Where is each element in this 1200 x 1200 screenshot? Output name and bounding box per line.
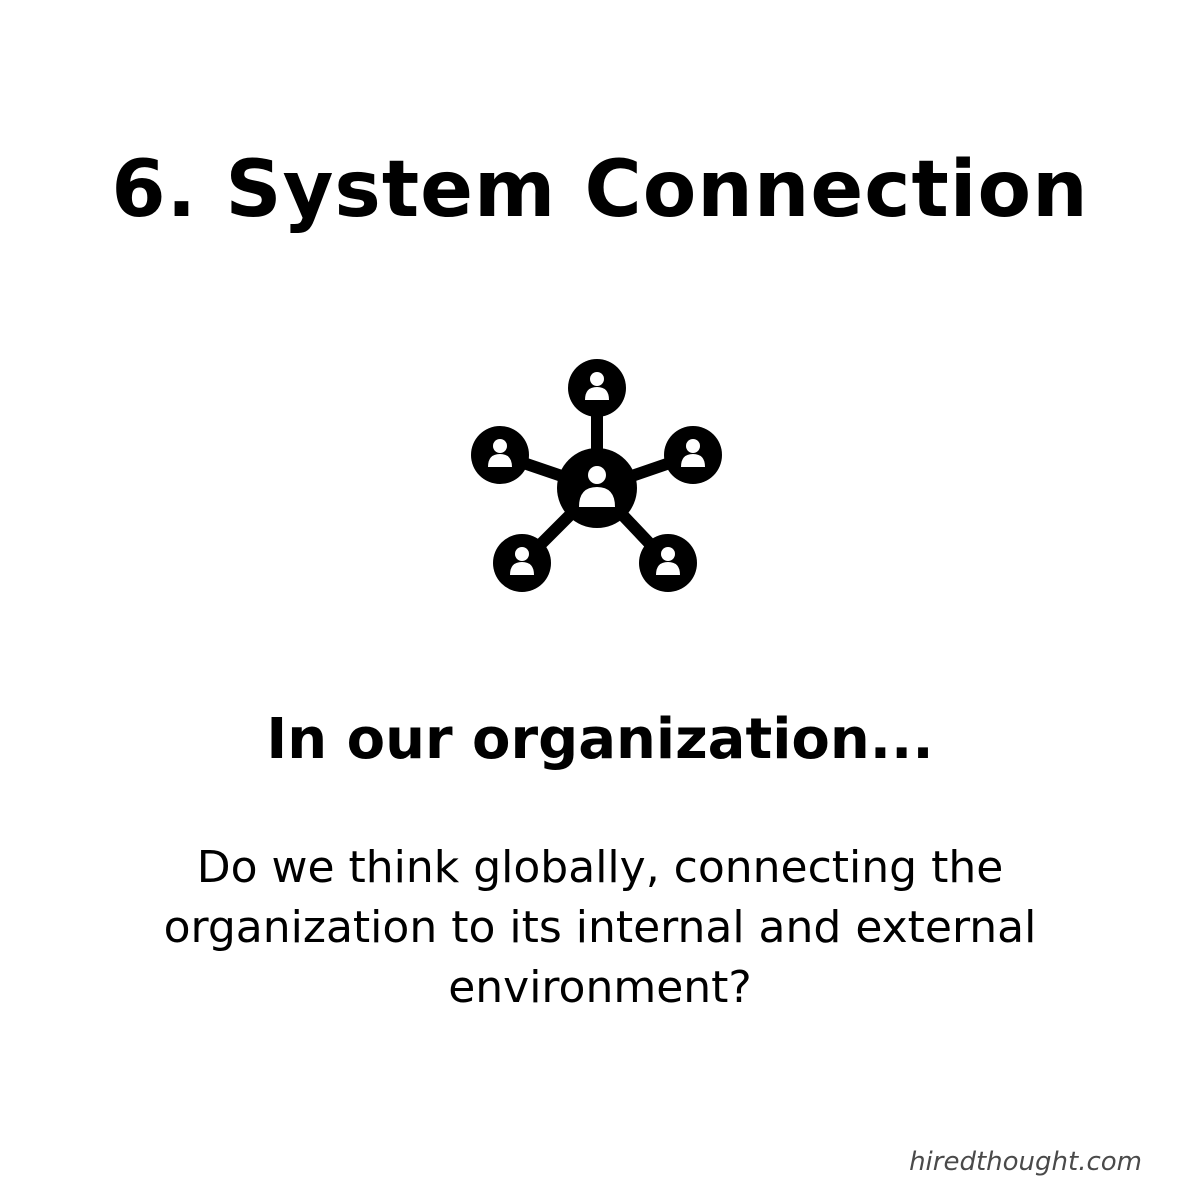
network-people-icon [471, 359, 722, 592]
subheading: In our organization... [266, 707, 934, 772]
person-node-left [471, 426, 529, 484]
person-node-top [568, 359, 626, 417]
question-text: Do we think globally, connecting the org… [163, 842, 1037, 1013]
slide-title: 6. System Connection [111, 145, 1089, 235]
watermark: hiredthought.com [909, 1147, 1142, 1177]
person-node-bottom-left [493, 534, 551, 592]
person-node-bottom-right [639, 534, 697, 592]
center-person-node [557, 448, 637, 528]
person-node-right [664, 426, 722, 484]
